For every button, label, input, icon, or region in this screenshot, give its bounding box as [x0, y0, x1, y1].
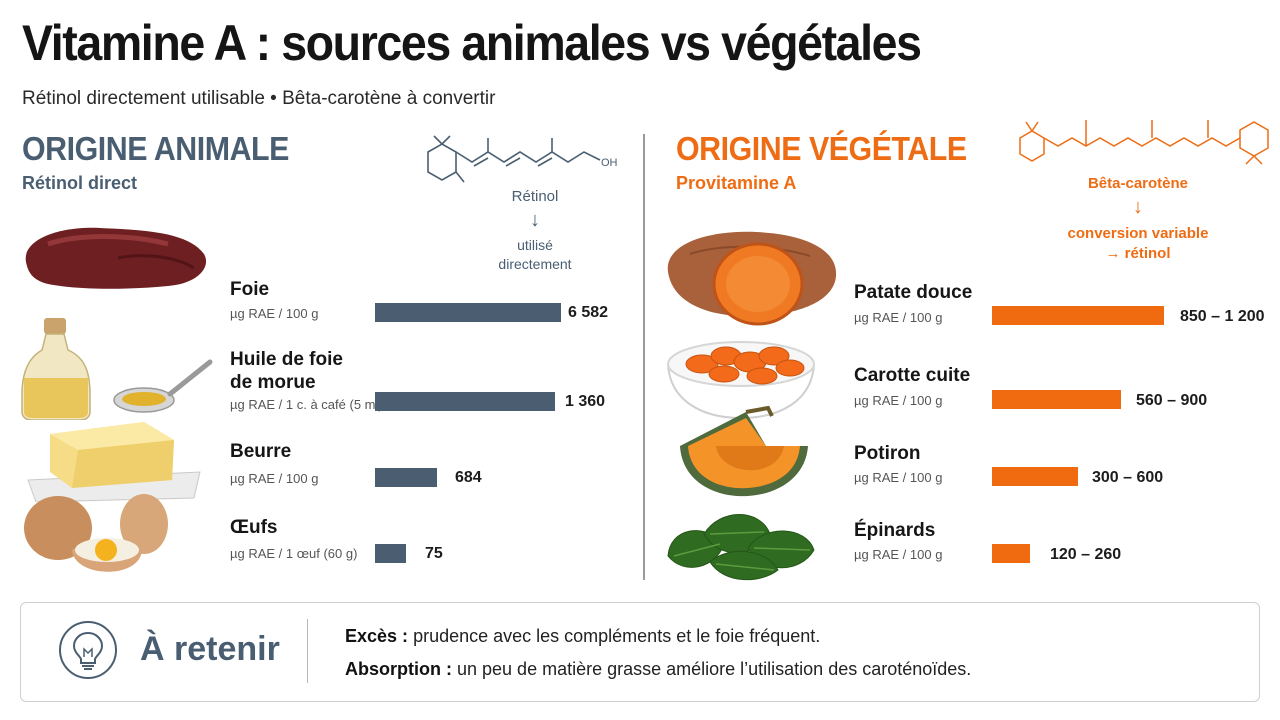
note-absorption: Absorption : un peu de matière grasse am…: [345, 659, 971, 680]
value-epinards: 120 – 260: [1050, 546, 1122, 563]
lightbulb-icon: [59, 621, 117, 679]
value-patate: 850 – 1 200: [1180, 308, 1265, 325]
value-foie: 6 582: [568, 304, 609, 321]
value-carotte: 560 – 900: [1136, 392, 1208, 409]
bar-foie: [375, 303, 561, 322]
item-unit-foie: µg RAE / 100 g: [230, 306, 319, 321]
bar-huile: [375, 392, 555, 411]
animal-section-title: ORIGINE ANIMALE: [22, 130, 289, 167]
retinol-note-line2: directement: [498, 256, 572, 272]
bar-oeufs: [375, 544, 406, 563]
item-unit-huile: µg RAE / 1 c. à café (5 ml): [230, 397, 383, 412]
vegetal-section-subtitle: Provitamine A: [676, 173, 797, 193]
cod-liver-oil-image: [21, 318, 213, 420]
beta-carotene-label: Bêta-carotène: [1087, 175, 1189, 192]
note-absorption-text: un peu de matière grasse améliore l’util…: [457, 659, 972, 679]
value-oeufs: 75: [425, 545, 443, 562]
item-unit-beurre: µg RAE / 100 g: [230, 471, 319, 486]
item-unit-oeufs: µg RAE / 1 œuf (60 g): [230, 546, 358, 561]
bar-beurre: [375, 468, 437, 487]
beta-carotene-note-line1: conversion variable: [1067, 225, 1209, 242]
item-name-huile-line1: Huile de foie: [230, 349, 343, 370]
value-potiron: 300 – 600: [1092, 469, 1164, 486]
item-name-huile-line2: de morue: [230, 372, 316, 393]
retinol-arrow: ↓: [530, 209, 540, 231]
retinol-note-line1: utilisé: [517, 237, 553, 253]
beta-carotene-molecule-icon: [1019, 120, 1269, 165]
page-subtitle: Rétinol directement utilisable • Bêta-ca…: [22, 88, 496, 109]
takeaway-title: À retenir: [140, 630, 280, 668]
takeaway-panel: [20, 602, 1260, 702]
section-divider: [643, 134, 645, 580]
butter-image: [27, 422, 201, 502]
item-name-patate: Patate douce: [854, 282, 973, 303]
item-unit-potiron: µg RAE / 100 g: [854, 470, 943, 485]
note-exces-text: prudence avec les compléments et le foie…: [413, 626, 821, 646]
spinach-image: [667, 514, 815, 581]
bar-carotte: [992, 390, 1121, 409]
carrots-bowl-image: [666, 341, 816, 420]
retinol-oh-label: OH: [601, 157, 618, 169]
item-name-epinards: Épinards: [854, 520, 936, 541]
eggs-image: [24, 494, 168, 572]
vegetal-section-title: ORIGINE VÉGÉTALE: [676, 130, 967, 167]
item-name-carotte: Carotte cuite: [854, 365, 971, 386]
animal-section-subtitle: Rétinol direct: [22, 173, 138, 193]
item-name-beurre: Beurre: [230, 441, 292, 462]
bar-epinards: [992, 544, 1030, 563]
item-name-foie: Foie: [230, 279, 270, 300]
retinol-molecule-icon: OH: [427, 135, 618, 183]
value-beurre: 684: [455, 469, 482, 486]
item-unit-patate: µg RAE / 100 g: [854, 310, 943, 325]
retinol-label: Rétinol: [511, 188, 559, 205]
note-exces-label: Excès :: [345, 626, 409, 646]
item-name-oeufs: Œufs: [230, 517, 278, 538]
note-absorption-label: Absorption :: [345, 659, 452, 679]
beta-carotene-arrow: ↓: [1133, 196, 1143, 218]
item-unit-epinards: µg RAE / 100 g: [854, 547, 943, 562]
note-exces: Excès : prudence avec les compléments et…: [345, 626, 820, 647]
value-huile: 1 360: [565, 393, 606, 410]
liver-image: [25, 227, 207, 289]
beta-carotene-note-line2: → rétinol: [1105, 245, 1171, 262]
bar-potiron: [992, 467, 1078, 486]
item-unit-carotte: µg RAE / 100 g: [854, 393, 943, 408]
pumpkin-image: [680, 405, 808, 497]
takeaway-separator: [307, 619, 308, 683]
page-title: Vitamine A : sources animales vs végétal…: [22, 15, 922, 71]
sweet-potato-image: [667, 231, 837, 326]
item-name-potiron: Potiron: [854, 443, 921, 464]
bar-patate: [992, 306, 1164, 325]
